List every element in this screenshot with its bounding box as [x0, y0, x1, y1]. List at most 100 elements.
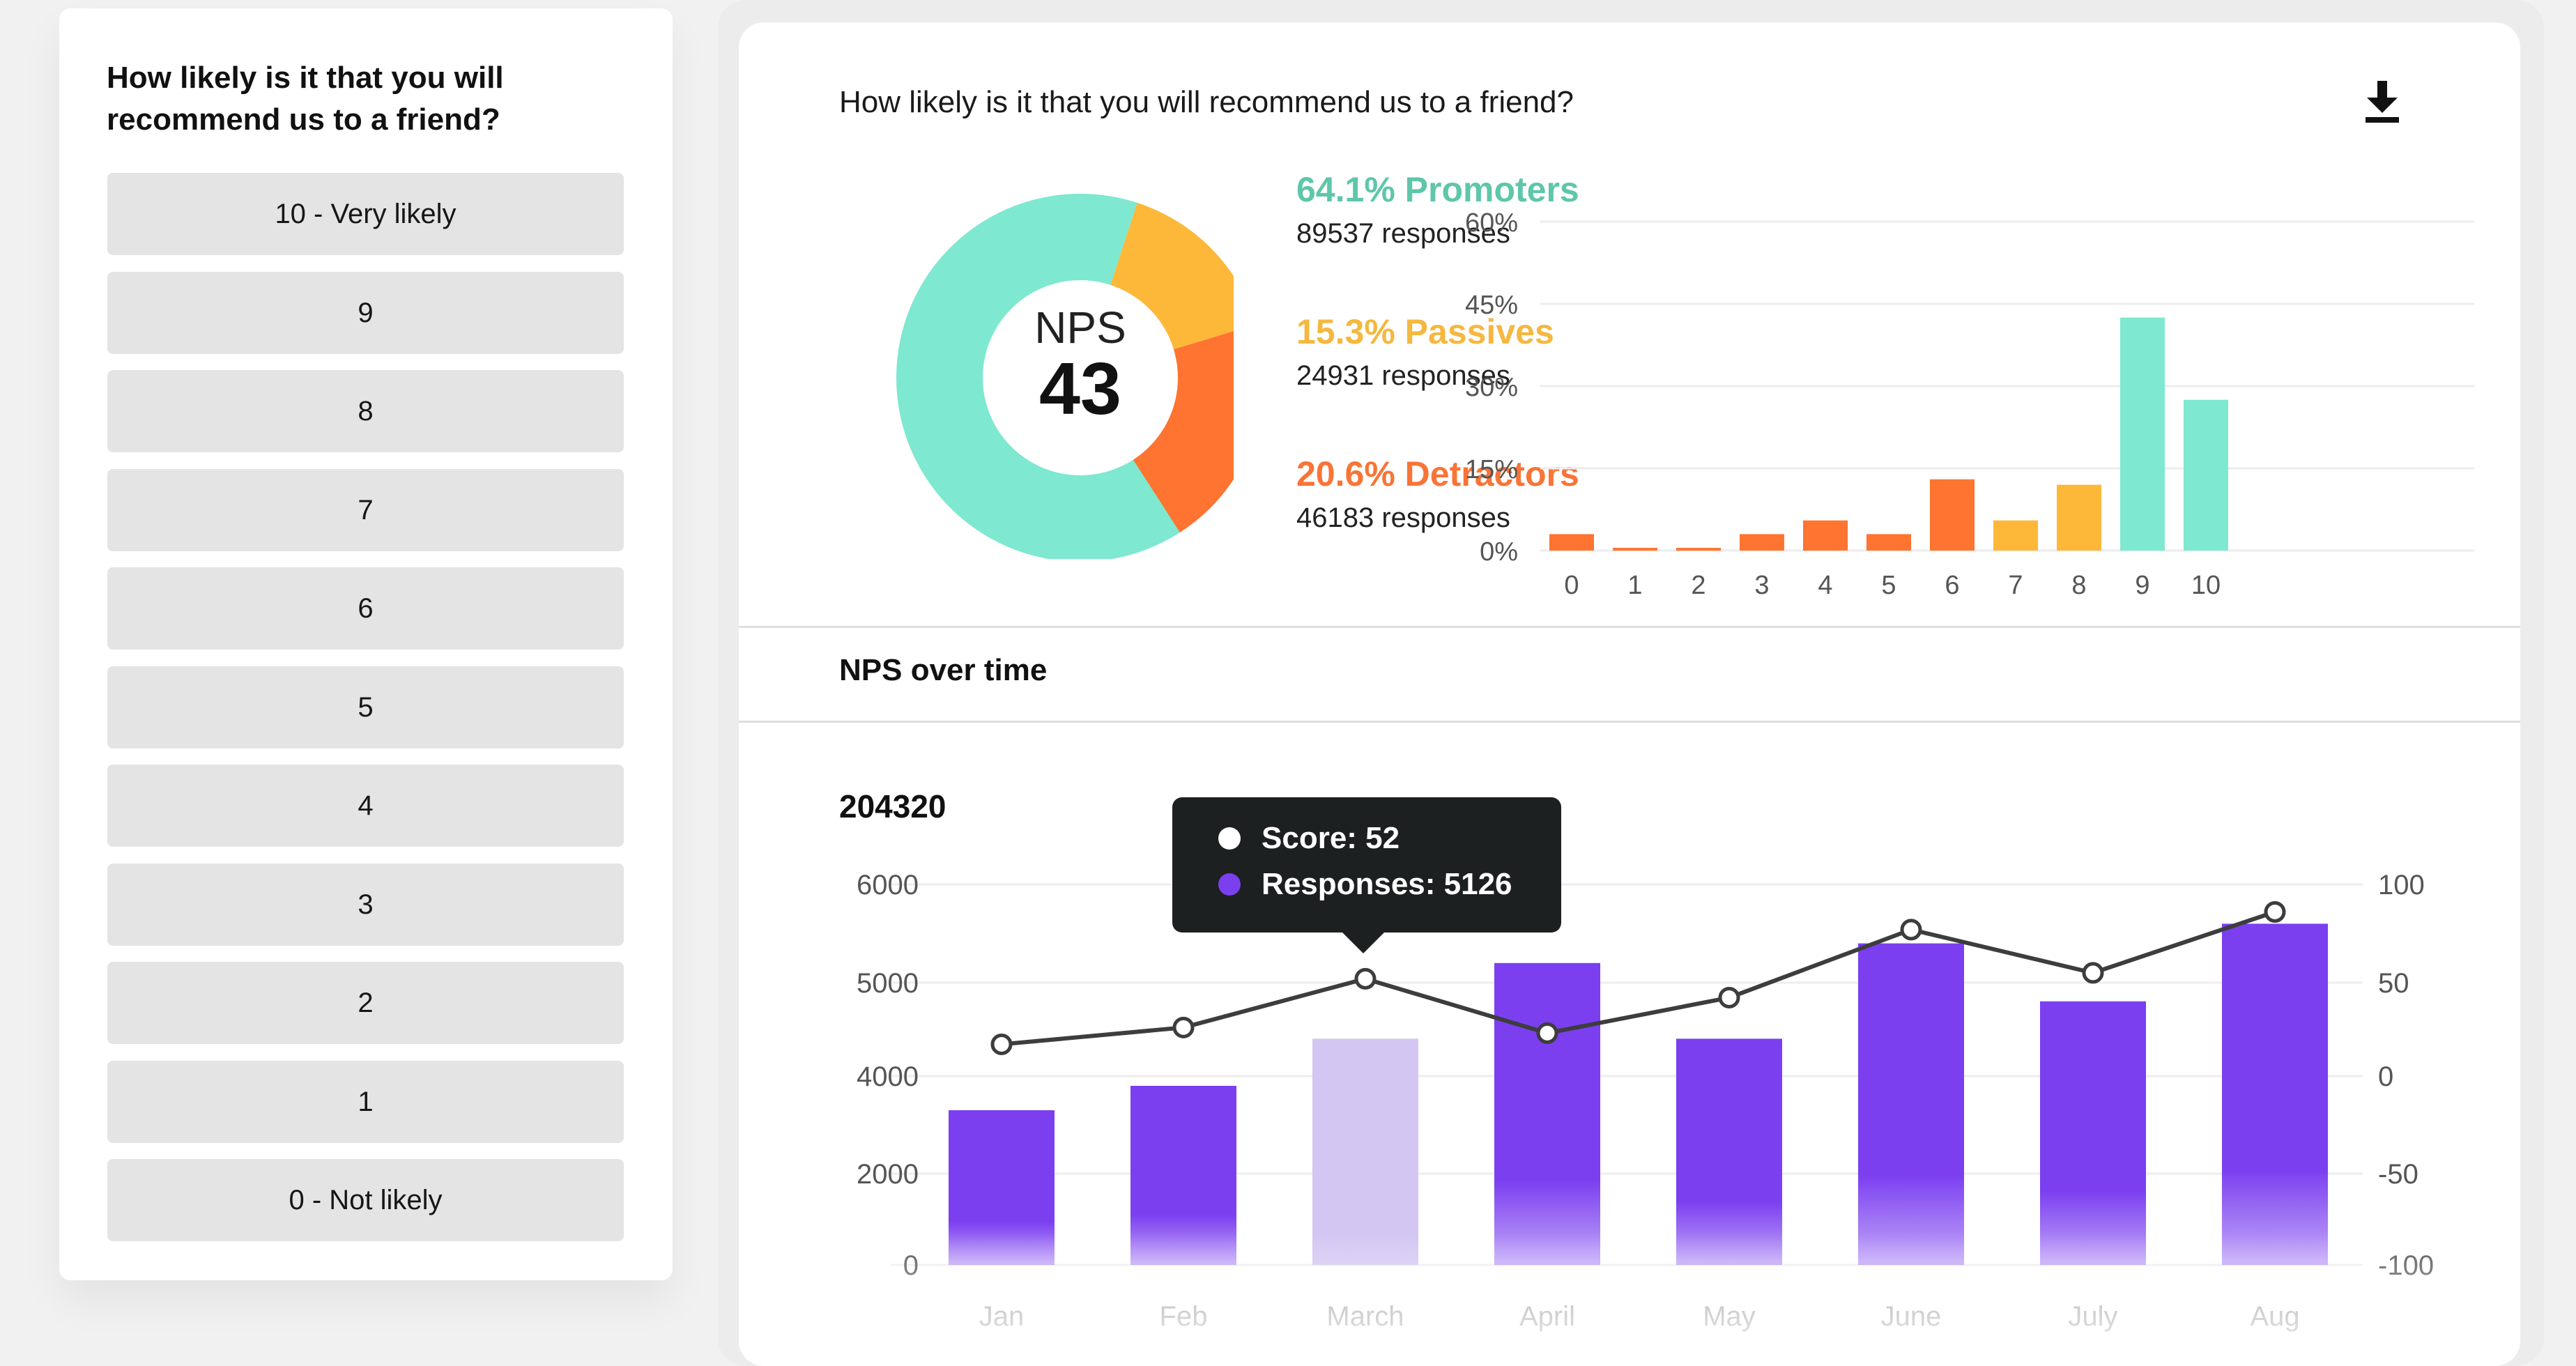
legend-detractors: 20.6% Detractors 46183 responses [1296, 453, 1579, 537]
score-point-aug[interactable] [2264, 900, 2286, 923]
dist-bar-9 [2120, 317, 2165, 551]
promoters-percent: 64.1% Promoters [1296, 170, 1579, 209]
responses-bar-jan[interactable] [949, 1110, 1055, 1265]
dist-xtick-label: 3 [1754, 571, 1769, 600]
responses-bar-feb[interactable] [1130, 1086, 1236, 1265]
chart-tooltip: Score: 52 Responses: 5126 [1172, 797, 1561, 953]
score-point-may[interactable] [1718, 986, 1740, 1008]
dist-bar-10 [2184, 399, 2228, 551]
tooltip-responses-row: Responses: 5126 [1218, 867, 1512, 902]
report-question: How likely is it that you will recommend… [839, 85, 1574, 119]
option-8[interactable]: 8 [107, 370, 624, 452]
left-ytick-label: 6000 [857, 870, 919, 900]
responses-bar-june[interactable] [1858, 943, 1964, 1265]
dist-xtick-label: 2 [1691, 571, 1705, 600]
passives-responses: 24931 responses [1296, 360, 1510, 391]
month-label: Feb [1160, 1301, 1208, 1332]
option-3[interactable]: 3 [107, 864, 624, 946]
nps-over-time-title: NPS over time [839, 653, 1048, 687]
dist-bar-0 [1549, 534, 1594, 551]
month-label: April [1519, 1301, 1575, 1332]
right-ytick-label: -100 [2378, 1250, 2434, 1281]
dist-bar-1 [1613, 548, 1657, 551]
responses-bar-aug[interactable] [2222, 923, 2328, 1265]
option-10[interactable]: 10 - Very likely [107, 173, 624, 255]
nps-value: 43 [1039, 348, 1121, 430]
left-ytick-label: 2000 [857, 1159, 919, 1190]
option-2[interactable]: 2 [107, 962, 624, 1044]
nps-label: NPS [1034, 302, 1126, 353]
score-point-feb[interactable] [1172, 1016, 1195, 1038]
dist-bar-3 [1740, 534, 1784, 551]
month-label: May [1703, 1301, 1756, 1332]
legend-passives: 15.3% Passives 24931 responses [1296, 311, 1554, 394]
right-ytick-label: 100 [2378, 870, 2425, 900]
responses-dot-icon [1218, 873, 1241, 896]
option-1[interactable]: 1 [107, 1061, 624, 1143]
nps-donut-chart: NPS 43 [896, 194, 1234, 559]
download-icon[interactable] [2354, 71, 2410, 127]
dist-ytick-label: 45% [1465, 291, 1518, 320]
tooltip-responses: Responses: 5126 [1262, 867, 1512, 901]
section-divider [739, 721, 2520, 723]
detractors-percent: 20.6% Detractors [1296, 454, 1579, 493]
legend-promoters: 64.1% Promoters 89537 responses [1296, 169, 1579, 252]
dist-xtick-label: 7 [2008, 571, 2023, 600]
dist-bar-4 [1803, 520, 1848, 551]
nps-over-time-chart: 0 2000 4000 5000 6000 -100 -50 0 50 100 Jan Feb Marc… [857, 870, 2434, 1332]
score-dot-icon [1218, 827, 1241, 850]
month-label: July [2068, 1301, 2117, 1332]
report-card: How likely is it that you will recommend… [739, 22, 2520, 1366]
dist-ytick-label: 60% [1465, 208, 1518, 238]
option-4[interactable]: 4 [107, 765, 624, 847]
detractors-responses: 46183 responses [1296, 502, 1510, 533]
tooltip-score-row: Score: 52 [1218, 821, 1400, 856]
total-responses: 204320 [839, 788, 946, 824]
dist-xtick-label: 6 [1945, 571, 1959, 600]
option-7[interactable]: 7 [107, 469, 624, 551]
question-panel: How likely is it that you will recommend… [59, 8, 673, 1280]
question-title: How likely is it that you will recommend… [107, 61, 504, 137]
dist-xtick-label: 4 [1818, 571, 1832, 600]
option-0[interactable]: 0 - Not likely [107, 1159, 624, 1241]
right-ytick-label: 50 [2378, 968, 2409, 999]
score-point-jan[interactable] [990, 1033, 1013, 1055]
left-ytick-label: 0 [903, 1250, 919, 1281]
dist-bar-2 [1676, 548, 1721, 551]
dist-xtick-label: 0 [1564, 571, 1579, 600]
tooltip-score: Score: 52 [1262, 821, 1400, 855]
dist-xtick-label: 10 [2191, 571, 2221, 600]
right-ytick-label: -50 [2378, 1159, 2418, 1190]
score-line [1001, 910, 2276, 1047]
option-6[interactable]: 6 [107, 567, 624, 650]
left-ytick-label: 5000 [857, 968, 919, 999]
responses-bar-may[interactable] [1676, 1038, 1782, 1265]
option-9[interactable]: 9 [107, 272, 624, 354]
month-label: Jan [979, 1301, 1025, 1332]
score-point-july[interactable] [2082, 962, 2104, 984]
dist-xtick-label: 9 [2135, 571, 2149, 600]
promoters-responses: 89537 responses [1296, 218, 1510, 249]
responses-bar-july[interactable] [2040, 1001, 2146, 1265]
score-point-april[interactable] [1536, 1022, 1558, 1044]
responses-bar-march[interactable] [1312, 1038, 1418, 1265]
dist-xtick-label: 1 [1627, 571, 1642, 600]
donut-slice-passives [1110, 202, 1234, 350]
score-point-march[interactable] [1354, 967, 1377, 990]
dist-xtick-label: 5 [1881, 571, 1896, 600]
dist-bar-6 [1930, 479, 1975, 551]
score-point-june[interactable] [1900, 919, 1922, 941]
score-distribution-chart: 0% 15% 30% 45% 60% 0 1 2 3 4 5 6 7 8 9 10 [1465, 208, 2474, 600]
dist-ytick-label: 15% [1465, 455, 1518, 484]
responses-bar-april[interactable] [1494, 962, 1600, 1265]
option-5[interactable]: 5 [107, 666, 624, 749]
left-ytick-label: 4000 [857, 1061, 919, 1092]
month-label: March [1326, 1301, 1404, 1332]
tooltip-arrow [1341, 931, 1386, 953]
dist-xtick-label: 8 [2071, 571, 2086, 600]
dist-bar-7 [1993, 520, 2038, 551]
month-label: Aug [2250, 1301, 2299, 1332]
month-label: June [1881, 1301, 1942, 1332]
section-divider [739, 626, 2520, 628]
dist-bar-5 [1866, 534, 1911, 551]
